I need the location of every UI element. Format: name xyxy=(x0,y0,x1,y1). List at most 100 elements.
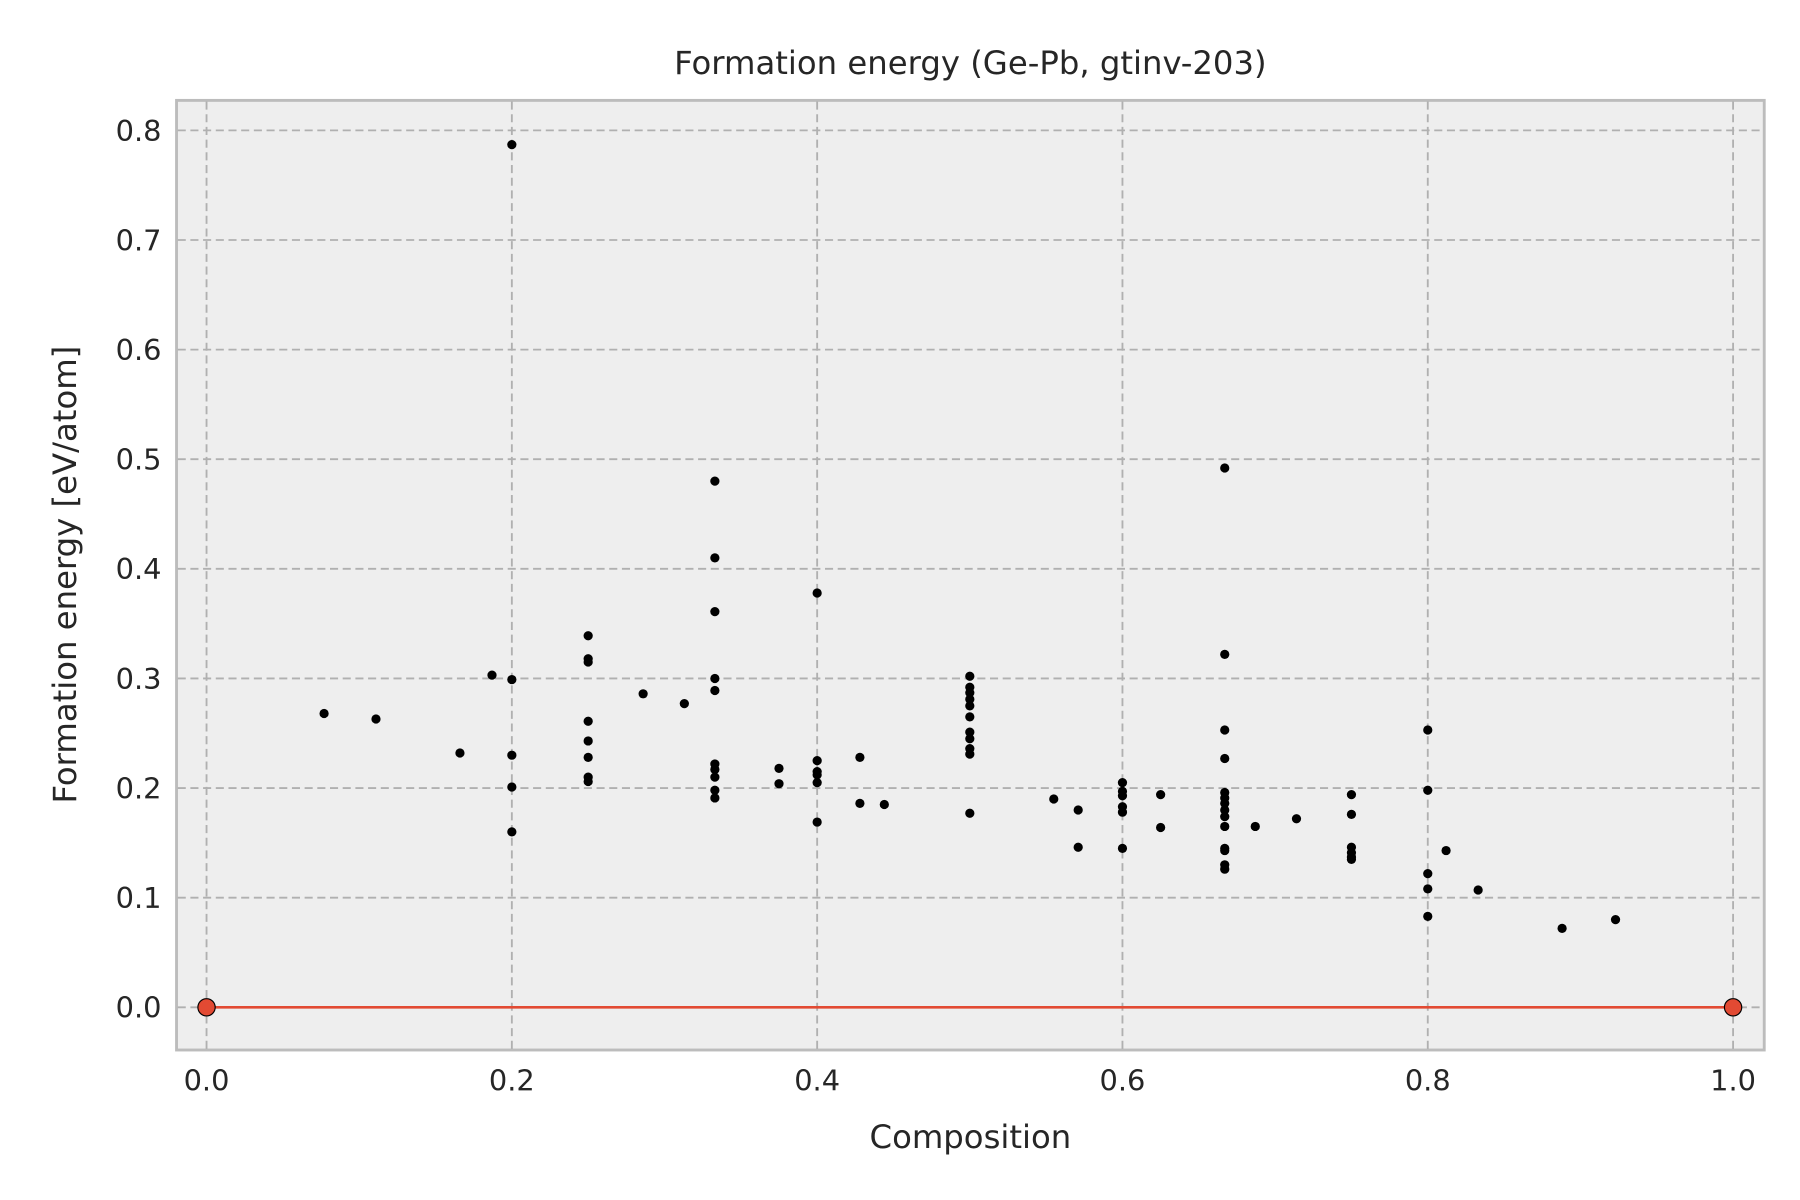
data-point xyxy=(583,657,593,667)
data-point xyxy=(1220,805,1230,815)
data-point xyxy=(507,827,517,837)
hull-vertex xyxy=(1723,998,1743,1017)
chart-title: Formation energy (Ge-Pb, gtinv-203) xyxy=(674,44,1267,82)
data-point xyxy=(1117,791,1128,801)
data-point xyxy=(812,770,822,780)
data-point xyxy=(1156,822,1166,833)
data-point xyxy=(812,777,822,788)
data-point xyxy=(507,782,517,792)
x-tick-labels: 0.0 0.2 0.4 0.6 0.8 1.0 xyxy=(184,1063,1756,1097)
data-point xyxy=(710,606,720,617)
data-point xyxy=(1220,753,1230,764)
data-point xyxy=(507,750,517,760)
y-tick-label: 0.4 xyxy=(116,552,162,586)
data-point xyxy=(1473,885,1483,895)
data-point xyxy=(774,763,784,773)
x-tick-label: 0.0 xyxy=(184,1063,230,1097)
data-point xyxy=(583,752,593,762)
data-point xyxy=(507,674,517,685)
x-tick-label: 0.2 xyxy=(489,1063,535,1097)
data-point xyxy=(1220,811,1230,822)
x-tick-label: 0.6 xyxy=(1100,1063,1146,1097)
data-point xyxy=(710,553,720,563)
data-point xyxy=(855,752,865,762)
data-point xyxy=(1291,814,1302,824)
data-point xyxy=(1117,807,1128,817)
data-point xyxy=(1049,794,1059,804)
x-tick-label: 0.8 xyxy=(1405,1063,1451,1097)
data-point xyxy=(583,776,593,787)
data-point xyxy=(965,688,975,698)
data-point xyxy=(583,631,593,641)
data-point xyxy=(710,673,720,684)
data-point xyxy=(1423,785,1433,795)
data-point xyxy=(965,694,975,704)
plot-area xyxy=(175,98,1766,1052)
data-point xyxy=(1423,884,1433,894)
convex-hull xyxy=(197,998,1743,1017)
data-point xyxy=(710,793,720,803)
data-point xyxy=(1220,725,1230,735)
data-point xyxy=(965,671,975,681)
data-point xyxy=(1346,790,1357,800)
data-point xyxy=(1117,777,1128,788)
data-point xyxy=(1117,843,1128,853)
data-point xyxy=(1073,842,1083,852)
y-tick-label: 0.3 xyxy=(116,662,162,696)
data-point xyxy=(638,689,648,699)
y-tick-labels: 0.0 0.1 0.2 0.3 0.4 0.5 0.6 0.7 0.8 xyxy=(116,114,162,1025)
data-point xyxy=(774,779,784,789)
data-point xyxy=(965,701,975,711)
data-point xyxy=(1557,923,1567,933)
data-point xyxy=(710,772,720,782)
y-tick-label: 0.0 xyxy=(116,991,162,1025)
data-point xyxy=(1346,809,1357,819)
data-point xyxy=(855,798,865,809)
y-tick-label: 0.1 xyxy=(116,881,162,915)
data-point xyxy=(1441,845,1451,856)
data-points xyxy=(319,140,1621,933)
x-axis-label: Composition xyxy=(870,1118,1072,1156)
data-point xyxy=(812,817,822,827)
data-point xyxy=(710,476,720,486)
data-point xyxy=(965,808,975,818)
x-tick-label: 1.0 xyxy=(1710,1063,1756,1097)
data-point xyxy=(1220,649,1230,659)
y-axis-label: Formation energy [eV/atom] xyxy=(46,346,84,804)
data-point xyxy=(1250,821,1260,832)
data-point xyxy=(1423,725,1433,735)
data-point xyxy=(371,714,381,724)
data-point xyxy=(1220,798,1230,809)
data-point xyxy=(1220,845,1230,856)
data-point xyxy=(583,736,593,746)
data-point xyxy=(710,764,720,775)
y-tick-label: 0.6 xyxy=(116,333,162,367)
data-point xyxy=(1220,463,1230,473)
data-point xyxy=(812,756,822,766)
data-point xyxy=(879,799,889,810)
data-point xyxy=(1610,915,1621,925)
data-point xyxy=(507,140,517,150)
data-point xyxy=(965,734,975,744)
data-point xyxy=(965,727,975,737)
data-point xyxy=(710,685,720,696)
data-point xyxy=(1073,805,1083,815)
data-point xyxy=(455,748,465,758)
data-point xyxy=(679,699,689,709)
data-point xyxy=(710,785,720,795)
data-point xyxy=(1423,911,1433,921)
data-point xyxy=(487,670,497,680)
data-point xyxy=(319,708,329,719)
x-tick-label: 0.4 xyxy=(794,1063,840,1097)
data-point xyxy=(583,716,593,726)
data-point xyxy=(1220,821,1230,832)
data-point xyxy=(1156,790,1166,800)
y-tick-label: 0.7 xyxy=(116,223,162,257)
y-tick-label: 0.5 xyxy=(116,443,162,477)
data-point xyxy=(1423,868,1433,879)
data-point xyxy=(1346,854,1357,864)
hull-vertex xyxy=(197,998,216,1017)
data-point xyxy=(965,712,975,722)
data-point xyxy=(965,749,975,759)
